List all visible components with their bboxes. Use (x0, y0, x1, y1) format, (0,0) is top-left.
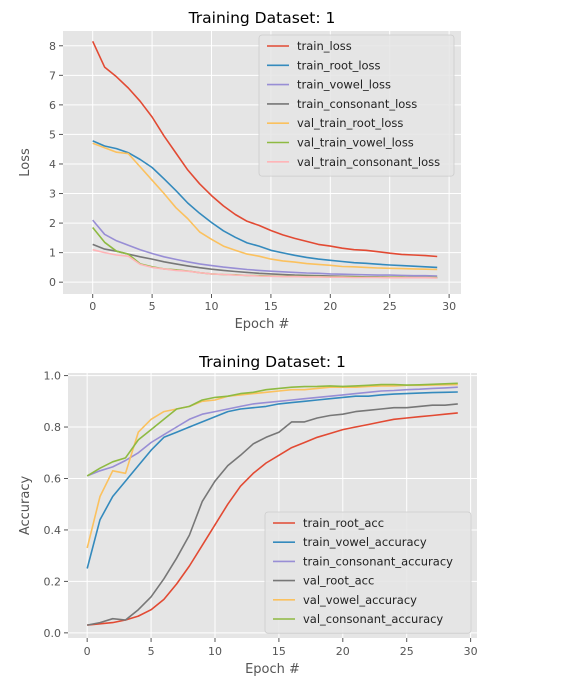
y-axis-label: Accuracy (18, 476, 33, 536)
legend-label: train_loss (297, 39, 352, 53)
legend: train_loss train_root_loss train_vowel_los… (258, 34, 455, 177)
series-line-train_loss (91, 40, 438, 258)
series-line-val_consonant_accuracy (86, 382, 458, 477)
legend-label: val_vowel_accuracy (303, 593, 417, 607)
y-tick-label: 0.2 (44, 575, 62, 588)
y-tick-label: 3 (49, 188, 56, 201)
legend-label: train_consonant_accuracy (303, 554, 453, 568)
series-line-train_root_loss (92, 140, 438, 269)
series-line-val_vowel_accuracy (86, 383, 458, 549)
y-tick-label: 0.6 (44, 472, 62, 485)
legend-label: val_root_acc (303, 574, 374, 588)
y-axis-label: Loss (18, 148, 33, 177)
y-tick-label: 2 (49, 217, 56, 230)
y-tick-label: 1 (49, 247, 56, 260)
x-tick-label: 15 (264, 300, 278, 313)
y-tick-label: 6 (49, 99, 56, 112)
legend-label: train_root_acc (303, 516, 384, 530)
series-line-train_root_acc (87, 412, 458, 626)
x-tick-label: 10 (208, 645, 222, 658)
legend-label: train_consonant_loss (297, 97, 417, 111)
x-tick-label: 10 (205, 300, 219, 313)
y-tick-label: 8 (49, 40, 56, 53)
y-tick-label: 7 (49, 69, 56, 82)
legend-label: val_consonant_accuracy (303, 612, 443, 626)
legend-label: train_vowel_accuracy (303, 535, 427, 549)
legend-label: train_root_loss (297, 58, 381, 72)
series-line-train_vowel_accuracy (86, 391, 458, 569)
x-axis-label: Epoch # (235, 317, 290, 332)
y-tick-label: 0 (49, 276, 56, 289)
legend: train_root_acc train_vowel_accuracy train_… (264, 511, 472, 634)
x-tick-label: 30 (442, 300, 456, 313)
series-line-val_train_root_loss (92, 142, 438, 271)
x-tick-label: 25 (383, 300, 397, 313)
y-tick-label: 1.0 (44, 370, 62, 383)
series-line-train_consonant_accuracy (86, 386, 458, 477)
legend-label: val_train_root_loss (297, 116, 403, 130)
chart-title: Training Dataset: 1 (198, 353, 346, 371)
legend-label: val_train_consonant_loss (297, 155, 440, 169)
series-line-val_root_acc (87, 403, 458, 626)
chart-2: 0 5 10 15 20 25 30 0.0 0.2 0.4 0.6 0.8 1.0 Training D… (18, 353, 478, 677)
legend-box (258, 34, 455, 177)
legend-label: train_vowel_loss (297, 78, 391, 92)
x-tick-label: 0 (89, 300, 96, 313)
x-tick-label: 5 (148, 645, 155, 658)
x-axis-label: Epoch # (245, 662, 300, 677)
legend-box (264, 511, 472, 634)
y-tick-label: 0.0 (44, 627, 62, 640)
x-tick-label: 25 (400, 645, 414, 658)
x-tick-label: 15 (272, 645, 286, 658)
x-tick-label: 30 (464, 645, 478, 658)
x-tick-label: 20 (323, 300, 337, 313)
y-tick-label: 5 (49, 128, 56, 141)
y-tick-label: 0.4 (44, 524, 62, 537)
chart-title: Training Dataset: 1 (188, 9, 336, 27)
x-tick-label: 5 (149, 300, 156, 313)
series-line-train_vowel_loss (92, 219, 438, 277)
chart-1: 0 5 10 15 20 25 30 0 1 2 3 4 5 6 7 8 Training Dataset: 1… (18, 9, 461, 332)
series-line-val_train_consonant_loss (92, 248, 438, 279)
legend-label: val_train_vowel_loss (297, 136, 414, 150)
x-tick-label: 0 (84, 645, 91, 658)
y-tick-label: 4 (49, 158, 56, 171)
x-tick-label: 20 (336, 645, 350, 658)
y-tick-label: 0.8 (44, 421, 62, 434)
